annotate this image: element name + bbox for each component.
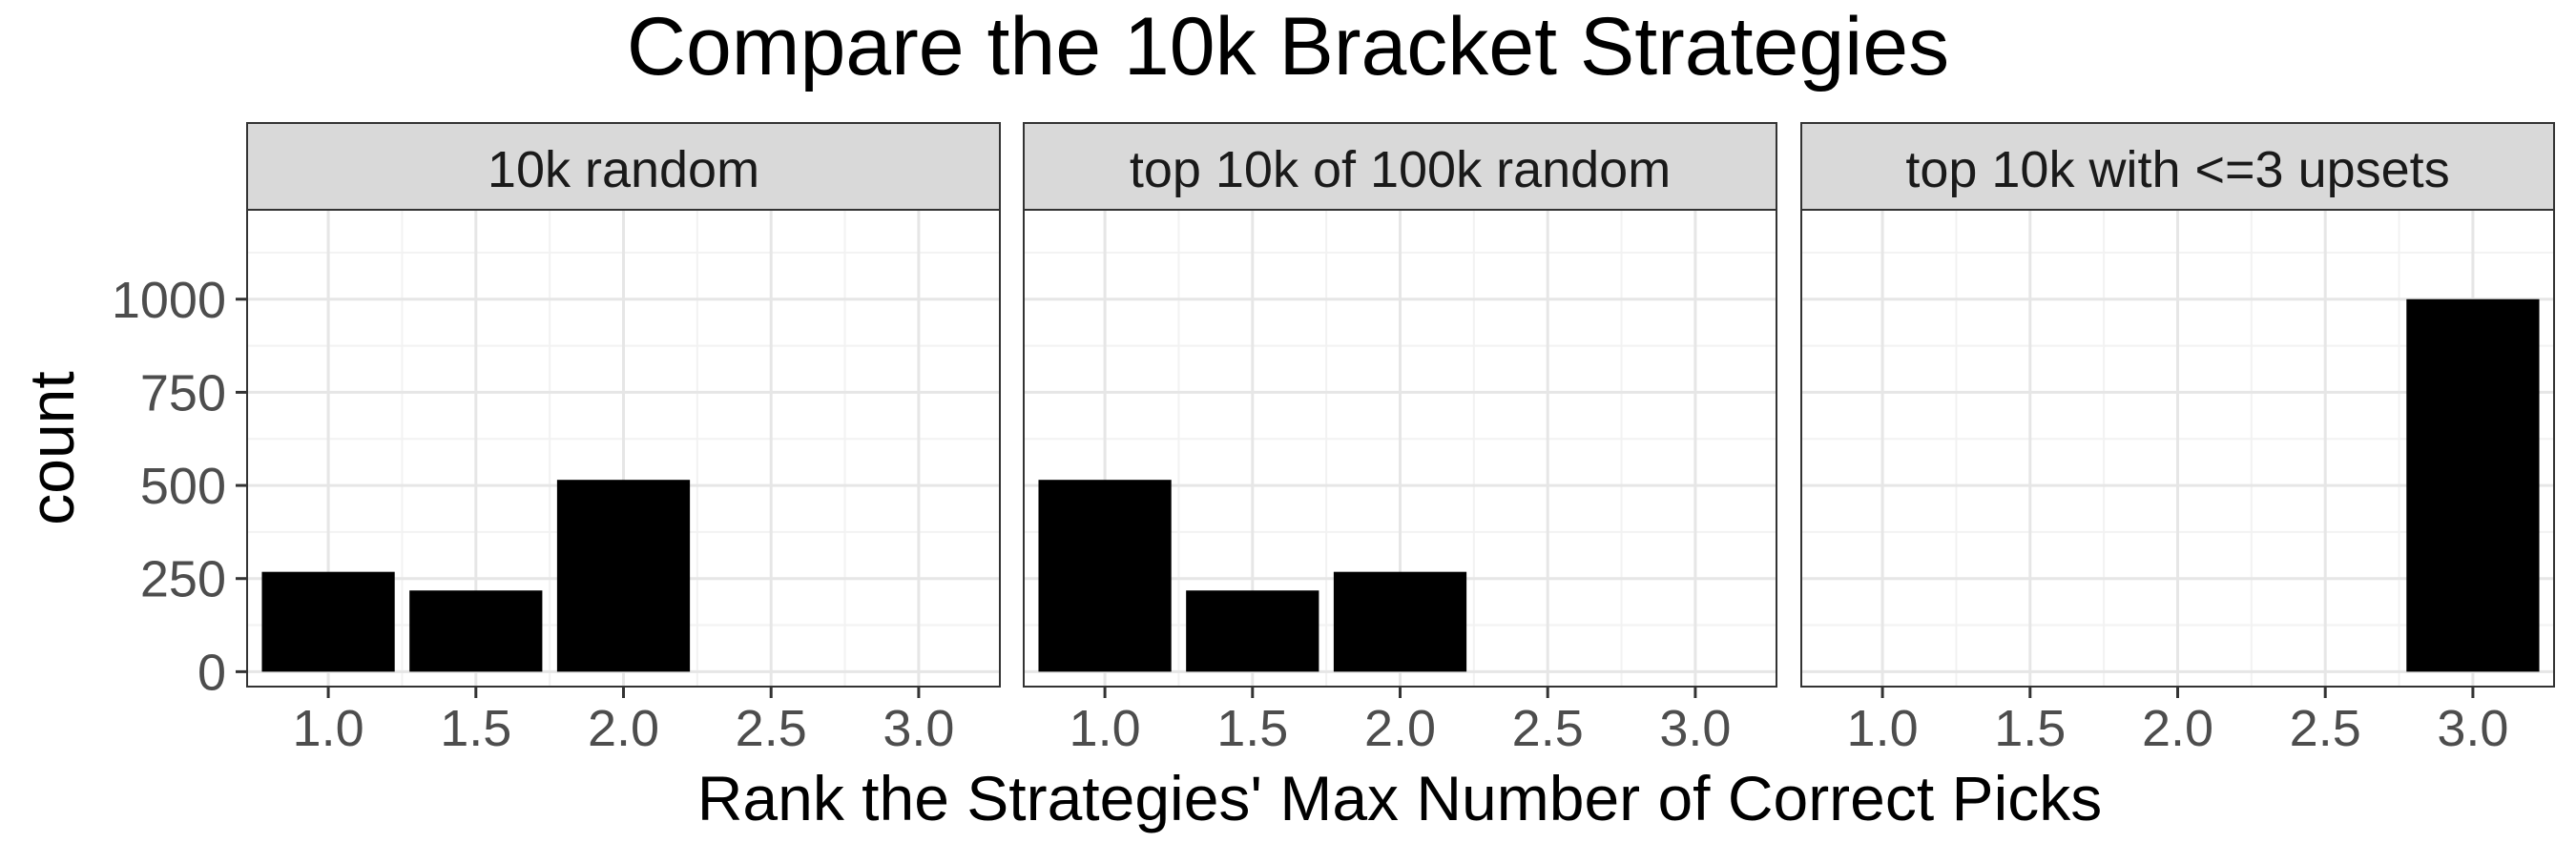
facet-strip xyxy=(1800,122,2555,211)
bar xyxy=(2406,298,2540,672)
bar xyxy=(1333,571,1467,672)
x-tick-label: 3.0 xyxy=(883,700,954,757)
bar xyxy=(556,480,691,672)
chart-title: Compare the 10k Bracket Strategies xyxy=(627,1,1949,92)
x-tick-label: 3.0 xyxy=(1659,700,1731,757)
facet-strip xyxy=(1023,122,1777,211)
x-tick-label: 2.5 xyxy=(736,700,807,757)
y-tick-label: 0 xyxy=(197,644,226,701)
y-tick-label: 500 xyxy=(140,458,226,515)
y-axis-label: count xyxy=(16,371,87,524)
y-tick-label: 750 xyxy=(140,364,226,421)
facet-panel: top 10k with <=3 upsets 1.0 1.5 2.0 2.5 3.0 xyxy=(1800,122,2555,757)
y-tick-label: 250 xyxy=(140,551,226,608)
facet-panel: top 10k of 100k random 1.0 1.5 2.0 2.5 3.0 xyxy=(1023,122,1777,757)
x-tick-label: 2.0 xyxy=(588,700,659,757)
x-axis-label: Rank the Strategies' Max Number of Corre… xyxy=(697,763,2102,833)
x-tick-label: 1.5 xyxy=(1994,700,2066,757)
facet-strip xyxy=(246,122,1001,211)
x-tick-label: 2.5 xyxy=(2290,700,2361,757)
bar xyxy=(1038,480,1172,672)
x-tick-label: 1.0 xyxy=(293,700,364,757)
x-tick-label: 1.0 xyxy=(1847,700,1919,757)
x-tick-label: 1.0 xyxy=(1070,700,1141,757)
x-tick-label: 1.5 xyxy=(440,700,511,757)
x-tick-label: 2.0 xyxy=(1364,700,1436,757)
y-tick-label: 1000 xyxy=(112,272,226,329)
x-tick-label: 3.0 xyxy=(2437,700,2508,757)
facet-strip-label: top 10k of 100k random xyxy=(1130,141,1671,198)
bar xyxy=(261,571,395,672)
x-tick-label: 2.0 xyxy=(2142,700,2213,757)
bar xyxy=(1186,590,1319,672)
facet-panel: 10k random 1.0 1.5 2.0 2.5 3.0 0 250 500 750 1000 xyxy=(112,122,1001,757)
x-tick-label: 2.5 xyxy=(1512,700,1584,757)
facet-strip-label: top 10k with <=3 upsets xyxy=(1905,141,2449,198)
bar xyxy=(409,590,543,672)
facet-strip-label: 10k random xyxy=(488,141,759,198)
x-tick-label: 1.5 xyxy=(1216,700,1288,757)
